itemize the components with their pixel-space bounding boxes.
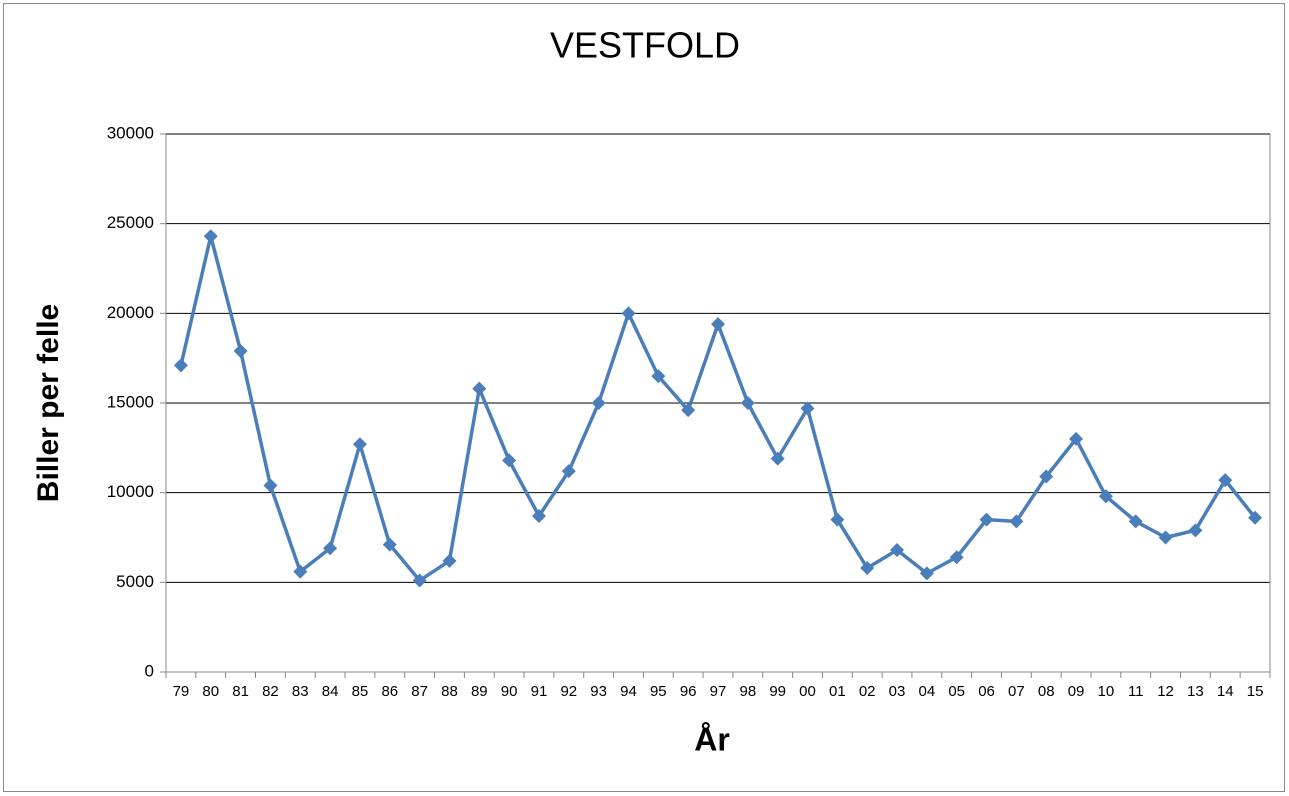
x-tick-label: 89 xyxy=(471,683,488,700)
marker xyxy=(651,369,666,384)
y-tick-label: 20000 xyxy=(107,303,154,322)
marker xyxy=(1218,473,1233,488)
x-tick-label: 82 xyxy=(262,683,279,700)
marker xyxy=(382,537,397,552)
x-tick-label: 95 xyxy=(650,683,667,700)
marker xyxy=(740,396,755,410)
y-axis-label: Biller per felle xyxy=(32,304,65,502)
x-tick-label: 90 xyxy=(501,683,518,700)
x-tick-label: 86 xyxy=(381,683,398,700)
x-tick-label: 83 xyxy=(292,683,309,700)
marker xyxy=(949,550,964,565)
marker xyxy=(1039,469,1054,484)
x-tick-label: 03 xyxy=(889,683,906,700)
marker xyxy=(800,401,815,416)
marker xyxy=(352,437,367,452)
x-tick-label: 15 xyxy=(1247,683,1264,700)
y-tick-label: 30000 xyxy=(107,123,154,142)
y-tick-label: 10000 xyxy=(107,482,154,501)
x-tick-label: 99 xyxy=(769,683,786,700)
marker xyxy=(263,478,278,493)
y-tick-label: 0 xyxy=(145,661,154,680)
chart-border xyxy=(3,3,1285,792)
marker xyxy=(711,317,725,332)
marker xyxy=(293,564,308,579)
x-tick-label: 06 xyxy=(978,683,995,700)
x-tick-label: 09 xyxy=(1068,683,1085,700)
x-tick-label: 01 xyxy=(829,683,846,700)
marker xyxy=(681,403,696,418)
marker xyxy=(621,306,636,321)
marker xyxy=(919,566,934,581)
marker xyxy=(770,451,785,466)
x-tick-label: 87 xyxy=(411,683,428,700)
y-tick-label: 5000 xyxy=(116,572,154,591)
marker xyxy=(591,396,606,410)
marker xyxy=(233,343,248,358)
marker xyxy=(502,453,517,468)
marker xyxy=(860,560,875,575)
x-tick-label: 14 xyxy=(1217,683,1234,700)
x-tick-label: 97 xyxy=(710,683,727,700)
x-tick-label: 08 xyxy=(1038,683,1055,700)
marker xyxy=(1188,523,1203,538)
x-tick-label: 92 xyxy=(560,683,577,700)
x-tick-label: 05 xyxy=(948,683,965,700)
x-tick-label: 11 xyxy=(1128,683,1144,700)
marker xyxy=(203,229,218,244)
marker xyxy=(412,573,427,588)
x-tick-label: 07 xyxy=(1008,683,1025,700)
marker xyxy=(531,508,546,523)
marker xyxy=(1098,489,1113,504)
x-tick-label: 84 xyxy=(322,683,339,700)
marker xyxy=(1158,530,1173,545)
x-tick-label: 02 xyxy=(859,683,876,700)
x-tick-label: 04 xyxy=(919,683,936,700)
marker xyxy=(472,381,487,396)
x-tick-label: 10 xyxy=(1098,683,1115,700)
y-tick-label: 25000 xyxy=(107,213,154,232)
x-tick-label: 96 xyxy=(680,683,697,700)
chart-title: VESTFOLD xyxy=(550,25,740,66)
x-tick-label: 98 xyxy=(739,683,756,700)
x-tick-label: 81 xyxy=(232,683,249,700)
marker xyxy=(1248,510,1263,525)
marker xyxy=(890,543,905,558)
marker xyxy=(323,541,338,556)
x-tick-label: 80 xyxy=(202,683,219,700)
x-tick-label: 13 xyxy=(1187,683,1204,700)
x-tick-label: 94 xyxy=(620,683,637,700)
marker xyxy=(1128,514,1143,529)
marker xyxy=(561,464,576,479)
x-tick-label: 85 xyxy=(352,683,369,700)
x-tick-label: 93 xyxy=(590,683,607,700)
marker xyxy=(442,553,457,568)
marker xyxy=(979,512,994,527)
marker xyxy=(1069,431,1084,446)
y-tick-label: 15000 xyxy=(107,392,154,411)
x-axis-label: År xyxy=(694,721,730,757)
x-tick-label: 00 xyxy=(799,683,816,700)
marker xyxy=(173,358,188,373)
marker xyxy=(830,512,845,527)
x-tick-label: 12 xyxy=(1157,683,1174,700)
marker xyxy=(1009,514,1024,529)
x-tick-label: 79 xyxy=(173,683,190,700)
x-tick-label: 91 xyxy=(531,683,548,700)
x-tick-label: 88 xyxy=(441,683,458,700)
